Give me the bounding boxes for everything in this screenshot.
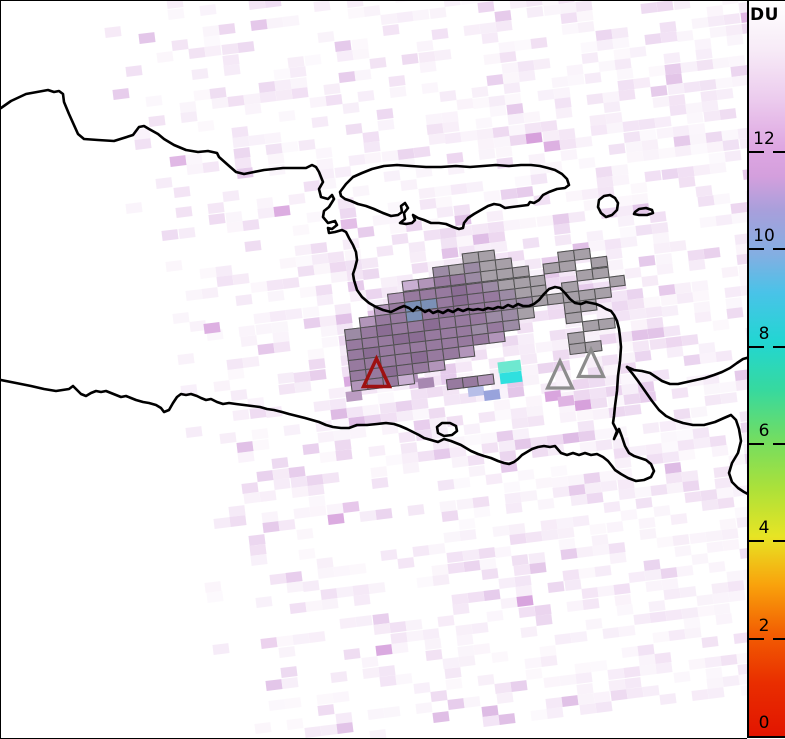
colorbar-tick-mark xyxy=(773,637,785,640)
coastline-madura xyxy=(338,163,571,231)
volcano-marker-red xyxy=(360,354,393,389)
colorbar-tick-mark xyxy=(773,248,785,251)
colorbar-tick-label: 8 xyxy=(758,323,770,344)
coastline-bali-north xyxy=(625,356,747,386)
coastline-java xyxy=(1,88,656,483)
volcano-marker-gray-2 xyxy=(575,345,607,379)
colorbar-tick-mark xyxy=(773,150,785,153)
colorbar-tick-mark xyxy=(749,637,764,640)
colorbar-gradient xyxy=(749,1,785,736)
colorbar: 0 2 4 6 8 10 12 DU xyxy=(747,0,785,738)
colorbar-tick-mark xyxy=(773,442,785,445)
volcano-markers-layer xyxy=(360,345,607,390)
coastline-small-island-1 xyxy=(596,193,620,219)
colorbar-tick-mark xyxy=(773,345,785,348)
coastline-small-island-2 xyxy=(632,206,655,217)
colorbar-tick-mark xyxy=(749,540,764,543)
coastline-layer xyxy=(1,88,747,495)
coastline-bali-west xyxy=(625,365,747,495)
map-panel xyxy=(0,0,747,739)
colorbar-tick-mark xyxy=(749,345,764,348)
colorbar-tick-mark xyxy=(749,248,764,251)
colorbar-tick-label: 4 xyxy=(758,518,770,539)
colorbar-tick-mark xyxy=(773,540,785,543)
colorbar-tick-mark xyxy=(749,150,764,153)
colorbar-tick-label: 10 xyxy=(753,226,775,247)
colorbar-tick-label: 6 xyxy=(758,420,770,441)
colorbar-tick-label: 0 xyxy=(758,713,770,733)
colorbar-tick-mark xyxy=(749,442,764,445)
coastline-lagoon xyxy=(435,421,459,438)
colorbar-tick-label: 2 xyxy=(758,615,770,636)
volcano-marker-gray-1 xyxy=(544,357,576,390)
colorbar-tick-label: 12 xyxy=(753,128,775,149)
colorbar-unit-label: DU xyxy=(750,5,779,25)
